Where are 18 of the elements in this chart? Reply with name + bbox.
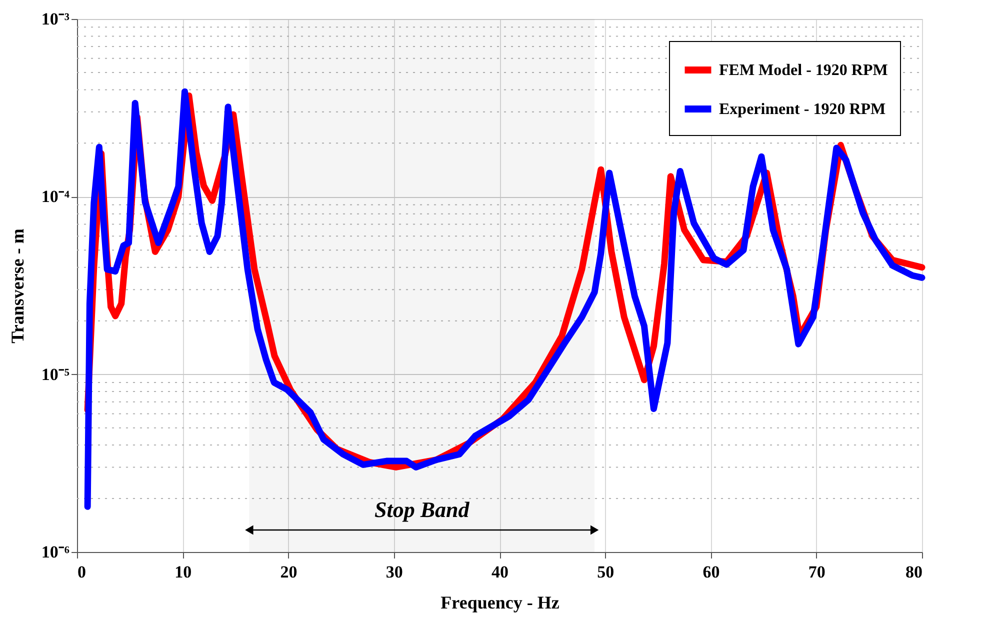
x-tick-label: 70 <box>808 562 826 582</box>
x-tick-label: 80 <box>906 562 922 582</box>
y-tick-label: 10⁻⁵ <box>41 364 70 384</box>
x-tick-label: 0 <box>78 562 86 582</box>
x-tick-label: 20 <box>280 562 298 582</box>
x-axis-title: Frequency - Hz <box>440 592 560 612</box>
y-axis-title: Transverse - m <box>7 228 28 344</box>
x-tick-label: 10 <box>174 562 192 582</box>
band-label: Stop Band <box>374 497 470 522</box>
legend-label: FEM Model - 1920 RPM <box>719 62 888 79</box>
y-tick-label: 10⁻⁶ <box>41 542 70 562</box>
legend-label: Experiment - 1920 RPM <box>719 101 886 118</box>
y-tick-label: 10⁻³ <box>41 10 70 28</box>
x-tick-label: 30 <box>386 562 403 582</box>
x-tick-label: 50 <box>597 562 614 582</box>
y-tick-label: 10⁻⁴ <box>41 187 70 206</box>
x-tick-label: 60 <box>702 562 720 582</box>
x-tick-label: 40 <box>492 562 508 582</box>
